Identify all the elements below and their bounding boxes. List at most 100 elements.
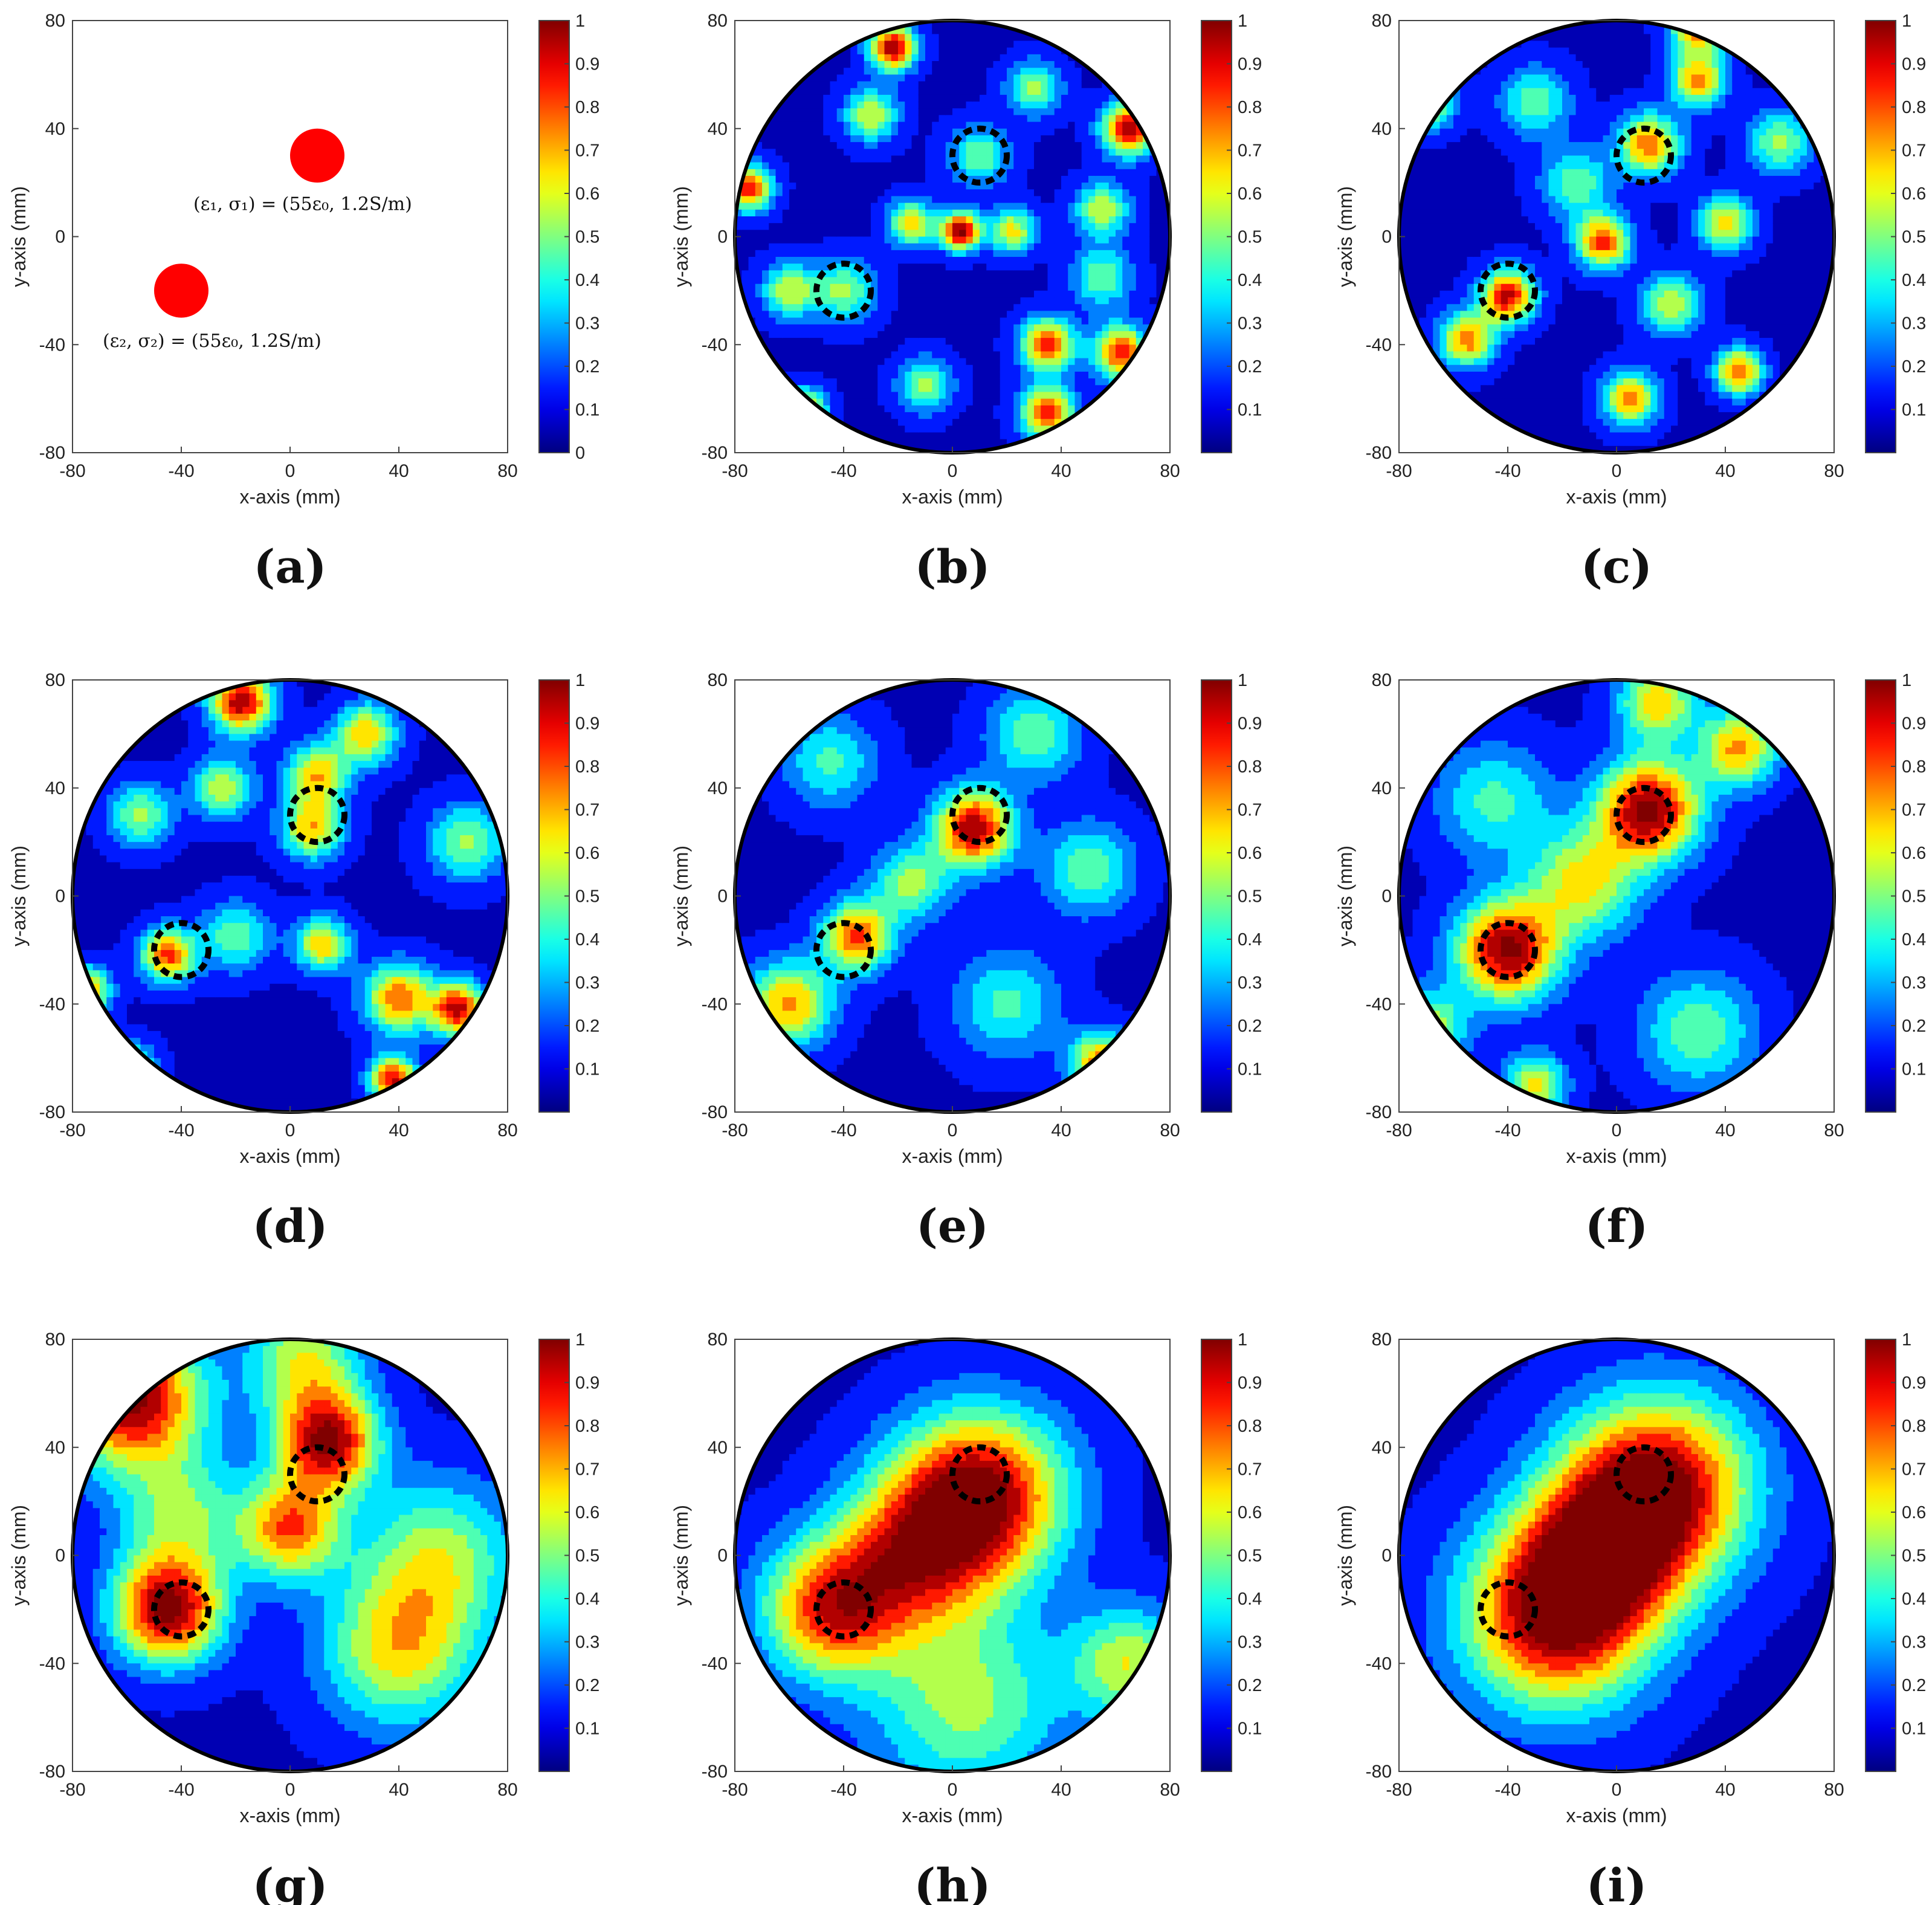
heatmap-cell bbox=[918, 344, 926, 352]
heatmap-cell bbox=[972, 94, 980, 102]
heatmap-cell bbox=[1453, 183, 1461, 190]
heatmap-cell bbox=[925, 61, 932, 68]
heatmap-cell bbox=[1000, 338, 1007, 345]
heatmap-cell bbox=[1007, 311, 1014, 319]
heatmap-cell bbox=[844, 297, 851, 305]
heatmap-cell bbox=[1102, 94, 1110, 102]
heatmap-cell bbox=[836, 155, 844, 163]
heatmap-cell bbox=[1481, 102, 1488, 109]
heatmap-cell bbox=[816, 155, 824, 163]
heatmap-cell bbox=[871, 317, 878, 325]
heatmap-cell bbox=[1426, 331, 1433, 338]
heatmap-cell bbox=[816, 149, 824, 157]
heatmap-cell bbox=[775, 183, 783, 190]
heatmap-cell bbox=[925, 196, 932, 204]
heatmap-cell bbox=[1007, 324, 1014, 332]
heatmap-cell bbox=[1000, 439, 1007, 447]
heatmap-cell bbox=[1136, 162, 1143, 170]
heatmap-cell bbox=[1108, 102, 1116, 109]
heatmap-cell bbox=[823, 405, 831, 413]
heatmap-cell bbox=[1433, 209, 1441, 217]
heatmap-cell bbox=[1149, 183, 1157, 190]
heatmap-cell bbox=[1020, 94, 1028, 102]
heatmap-cell bbox=[905, 257, 913, 264]
heatmap-cell bbox=[844, 412, 851, 419]
heatmap-cell bbox=[1068, 324, 1076, 332]
heatmap-cell bbox=[986, 419, 994, 426]
heatmap-cell bbox=[972, 432, 980, 440]
heatmap-cell bbox=[966, 40, 974, 48]
heatmap-cell bbox=[1013, 149, 1021, 157]
heatmap-cell bbox=[918, 317, 926, 325]
heatmap-cell bbox=[741, 183, 749, 190]
heatmap-cell bbox=[918, 196, 926, 204]
heatmap-cell bbox=[884, 40, 892, 48]
heatmap-cell bbox=[891, 338, 899, 345]
heatmap-cell bbox=[850, 290, 858, 298]
heatmap-cell bbox=[1047, 142, 1055, 149]
heatmap-cell bbox=[816, 216, 824, 224]
heatmap-cell bbox=[857, 338, 865, 345]
heatmap-cell bbox=[836, 324, 844, 332]
heatmap-cell bbox=[1156, 202, 1164, 210]
heatmap-cell bbox=[1020, 47, 1028, 55]
heatmap-cell bbox=[891, 371, 899, 379]
heatmap-cell bbox=[1074, 223, 1082, 230]
heatmap-cell bbox=[986, 94, 994, 102]
heatmap-cell bbox=[1102, 277, 1110, 285]
heatmap-cell bbox=[1108, 216, 1116, 224]
heatmap-cell bbox=[1054, 189, 1062, 197]
heatmap-cell bbox=[1163, 236, 1170, 244]
heatmap-cell bbox=[925, 216, 932, 224]
heatmap-cell bbox=[1061, 88, 1068, 95]
heatmap-cell bbox=[911, 297, 919, 305]
heatmap-cell bbox=[1034, 61, 1041, 68]
heatmap-cell bbox=[1041, 338, 1048, 345]
heatmap-cell bbox=[877, 351, 885, 359]
heatmap-cell bbox=[1007, 81, 1014, 89]
heatmap-cell bbox=[857, 371, 865, 379]
heatmap-cell bbox=[905, 385, 913, 393]
heatmap-cell bbox=[993, 74, 1001, 82]
heatmap-cell bbox=[809, 324, 817, 332]
heatmap-cell bbox=[809, 351, 817, 359]
heatmap-cell bbox=[939, 94, 946, 102]
heatmap-cell bbox=[1467, 378, 1475, 386]
heatmap-cell bbox=[1020, 216, 1028, 224]
heatmap-cell bbox=[986, 202, 994, 210]
heatmap-cell bbox=[1054, 317, 1062, 325]
heatmap-cell bbox=[1054, 175, 1062, 183]
heatmap-cell bbox=[891, 115, 899, 123]
heatmap-cell bbox=[1095, 135, 1103, 143]
heatmap-cell bbox=[1054, 128, 1062, 136]
heatmap-cell bbox=[816, 81, 824, 89]
heatmap-cell bbox=[966, 216, 974, 224]
heatmap-cell bbox=[1122, 230, 1130, 238]
heatmap-cell bbox=[959, 202, 967, 210]
heatmap-cell bbox=[836, 54, 844, 62]
heatmap-cell bbox=[1000, 283, 1007, 291]
heatmap-cell bbox=[1116, 304, 1123, 311]
heatmap-cell bbox=[911, 61, 919, 68]
heatmap-cell bbox=[1047, 102, 1055, 109]
heatmap-cell bbox=[993, 175, 1001, 183]
heatmap-cell bbox=[871, 378, 878, 386]
heatmap-cell bbox=[1473, 115, 1481, 123]
heatmap-cell bbox=[932, 175, 940, 183]
heatmap-cell bbox=[918, 338, 926, 345]
heatmap-cell bbox=[748, 162, 756, 170]
heatmap-cell bbox=[884, 183, 892, 190]
heatmap-cell bbox=[1412, 304, 1420, 311]
heatmap-cell bbox=[966, 47, 974, 55]
heatmap-cell bbox=[762, 331, 769, 338]
heatmap-cell bbox=[1027, 94, 1035, 102]
heatmap-cell bbox=[850, 202, 858, 210]
heatmap-cell bbox=[966, 378, 974, 386]
heatmap-cell bbox=[966, 21, 974, 28]
heatmap-cell bbox=[993, 216, 1001, 224]
heatmap-cell bbox=[1061, 74, 1068, 82]
heatmap-cell bbox=[1406, 257, 1413, 264]
heatmap-cell bbox=[857, 175, 865, 183]
heatmap-cell bbox=[1007, 283, 1014, 291]
heatmap-cell bbox=[1041, 311, 1048, 319]
